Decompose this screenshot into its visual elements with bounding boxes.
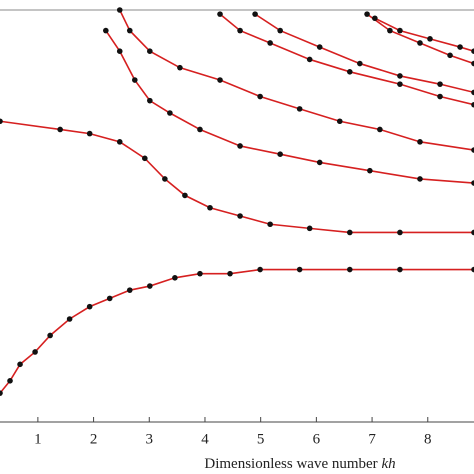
point [277, 27, 283, 34]
point [346, 69, 353, 75]
x-axis-label: Dimensionless wave number kh [204, 456, 395, 472]
x-tick-label: 1 [34, 431, 42, 447]
x-tick-label: 6 [313, 431, 321, 447]
point [131, 77, 138, 83]
point [237, 143, 243, 149]
point [197, 270, 203, 277]
point [427, 36, 433, 42]
point [7, 378, 13, 384]
point [397, 73, 403, 79]
point [147, 48, 153, 54]
point [336, 118, 343, 125]
point [267, 40, 273, 46]
x-axis-label-text: Dimensionless wave number [204, 456, 377, 472]
point [237, 213, 243, 219]
point [306, 56, 313, 63]
point [357, 60, 363, 67]
point [447, 52, 453, 59]
point [457, 44, 463, 50]
point [367, 167, 373, 174]
point [126, 27, 133, 34]
point [162, 176, 168, 182]
point [346, 266, 353, 273]
point [126, 287, 133, 293]
point [471, 89, 474, 96]
x-tick-label: 7 [368, 431, 376, 447]
point [237, 27, 243, 34]
point [116, 7, 123, 13]
curve [0, 268, 474, 394]
point [197, 126, 203, 133]
point [346, 229, 353, 236]
point [227, 270, 233, 277]
point [217, 11, 223, 17]
x-tick-label: 2 [90, 431, 98, 447]
point [17, 361, 23, 368]
point [207, 204, 213, 211]
point [32, 349, 38, 355]
point [306, 225, 313, 232]
point [417, 176, 423, 182]
x-axis-label-symbol: kh [381, 456, 395, 472]
point [417, 40, 423, 46]
point [172, 275, 178, 281]
point [103, 27, 109, 34]
point [364, 11, 370, 17]
point [397, 266, 403, 273]
point [387, 27, 393, 34]
point [116, 139, 123, 145]
x-tick-label: 5 [257, 431, 265, 447]
point [167, 110, 173, 116]
point [217, 77, 223, 83]
point [437, 81, 443, 87]
point [437, 93, 443, 100]
point [0, 390, 3, 396]
point [267, 221, 273, 228]
point [417, 139, 423, 145]
point [316, 44, 323, 50]
point [471, 48, 474, 54]
point [471, 229, 474, 236]
point [47, 332, 53, 339]
point [257, 93, 263, 100]
point [296, 266, 303, 273]
point [471, 60, 474, 67]
point [182, 192, 188, 199]
point [0, 118, 3, 125]
point [397, 229, 403, 236]
point [57, 126, 63, 133]
point [66, 316, 73, 322]
point [86, 130, 93, 137]
point [397, 27, 403, 34]
point [177, 64, 183, 71]
curve [105, 30, 474, 184]
point [116, 48, 123, 54]
point [142, 155, 148, 162]
point [397, 81, 403, 87]
point [372, 15, 378, 22]
curve [254, 13, 474, 94]
point [252, 11, 258, 17]
point [106, 295, 113, 302]
point [147, 97, 153, 104]
point [471, 266, 474, 273]
point [257, 266, 263, 273]
x-tick-label: 4 [201, 431, 209, 447]
point [316, 159, 323, 166]
curve [0, 120, 474, 234]
point [471, 101, 474, 108]
curve [219, 13, 474, 106]
x-tick-label: 8 [424, 431, 432, 447]
point [471, 180, 474, 186]
x-tick-label: 3 [146, 431, 154, 447]
point [471, 147, 474, 153]
point [86, 303, 93, 310]
point [377, 126, 383, 133]
point [277, 151, 283, 157]
point [296, 106, 303, 112]
point [147, 283, 153, 289]
